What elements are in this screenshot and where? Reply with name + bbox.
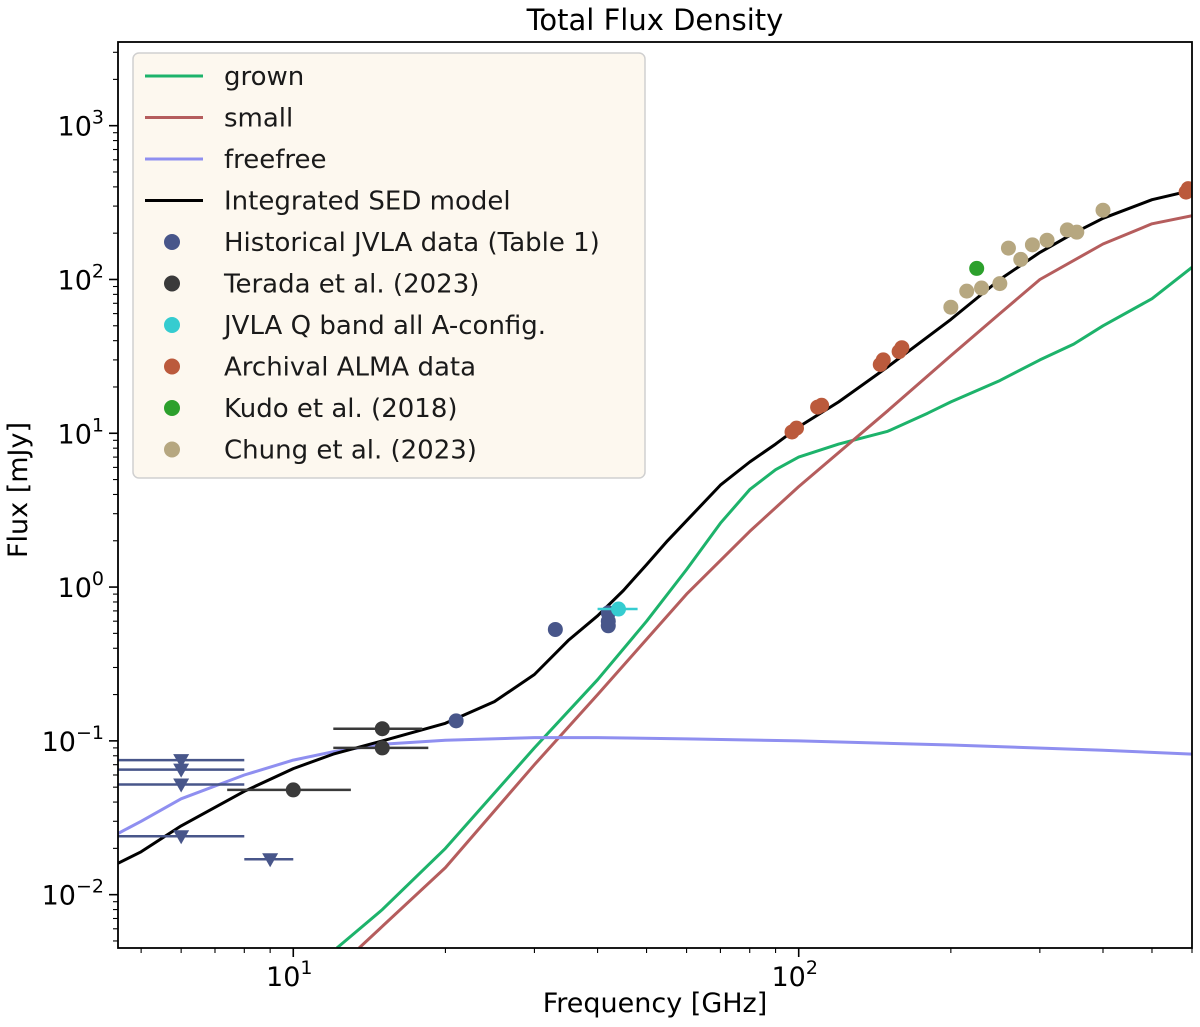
legend-label-kudo-et-al-2018: Kudo et al. (2018): [224, 394, 458, 424]
y-tick-label: 10−2: [42, 876, 104, 912]
upper-limit-marker: [173, 830, 190, 845]
legend-label-integrated-sed-model: Integrated SED model: [224, 187, 511, 217]
legend-label-jvla-q-band-all-a-config: JVLA Q band all A-config.: [222, 311, 546, 341]
point-archival-alma-data: [875, 352, 891, 368]
point-archival-alma-data: [814, 397, 830, 413]
point-chung-et-al-2023: [1000, 240, 1016, 256]
y-tick-label: 10−1: [42, 722, 104, 758]
point-jvla-q-band-all-a-config: [610, 601, 626, 617]
legend: grown small freefree Integrated SED model Hi…: [132, 52, 646, 479]
legend-swatch-archival-alma-data: [164, 358, 180, 375]
point-chung-et-al-2023: [943, 299, 959, 315]
point-chung-et-al-2023: [1024, 237, 1040, 253]
legend-label-chung-et-al-2023: Chung et al. (2023): [224, 436, 477, 466]
x-tick-label: 102: [771, 957, 817, 993]
point-terada-et-al-2023: [374, 740, 390, 756]
point-historical-jvla-data-table-1: [448, 713, 464, 729]
legend-label-historical-jvla-data-table-1: Historical JVLA data (Table 1): [224, 228, 600, 258]
point-archival-alma-data: [1180, 181, 1192, 197]
y-axis-label: Flux [mJy]: [3, 422, 34, 558]
data-points: [118, 181, 1192, 868]
legend-swatch-jvla-q-band-all-a-config: [164, 317, 180, 333]
upper-limit-marker: [173, 778, 190, 793]
line-small: [358, 214, 1192, 948]
point-terada-et-al-2023: [285, 782, 301, 798]
point-archival-alma-data: [788, 420, 804, 436]
legend-box: [132, 52, 646, 479]
legend-label-small: small: [224, 104, 293, 134]
legend-swatch-terada-et-al-2023: [164, 275, 180, 292]
line-freefree: [118, 736, 1192, 835]
x-tick-label: 101: [266, 957, 312, 993]
legend-label-grown: grown: [224, 62, 304, 92]
legend-label-freefree: freefree: [224, 145, 327, 175]
point-archival-alma-data: [894, 340, 910, 356]
point-kudo-et-al-2018: [969, 260, 985, 276]
point-historical-jvla-data-table-1: [547, 621, 563, 637]
legend-swatch-kudo-et-al-2018: [164, 400, 180, 416]
chart-title: Total Flux Density: [526, 3, 784, 37]
line-integrated-sed-model: [118, 188, 1192, 865]
point-chung-et-al-2023: [992, 276, 1008, 292]
point-chung-et-al-2023: [1013, 251, 1029, 267]
legend-label-archival-alma-data: Archival ALMA data: [224, 353, 476, 383]
y-tick-label: 101: [58, 414, 104, 450]
x-axis-label: Frequency [GHz]: [543, 988, 768, 1019]
point-chung-et-al-2023: [959, 283, 975, 299]
line-grown: [335, 266, 1192, 948]
point-chung-et-al-2023: [974, 280, 990, 296]
point-terada-et-al-2023: [374, 721, 390, 737]
y-tick-label: 100: [58, 568, 104, 604]
legend-swatch-historical-jvla-data-table-1: [164, 234, 180, 250]
y-tick-label: 103: [58, 107, 104, 143]
point-chung-et-al-2023: [1069, 224, 1085, 240]
upper-limit-marker: [262, 853, 279, 868]
point-chung-et-al-2023: [1039, 232, 1055, 248]
upper-limit-marker: [173, 754, 190, 769]
legend-swatch-chung-et-al-2023: [164, 441, 180, 458]
plot-frame: [117, 41, 1193, 949]
upper-limit-marker: [173, 763, 190, 778]
y-tick-label: 102: [58, 260, 104, 296]
legend-label-terada-et-al-2023: Terada et al. (2023): [223, 270, 479, 300]
model-lines: [118, 188, 1192, 948]
point-chung-et-al-2023: [1095, 202, 1111, 218]
